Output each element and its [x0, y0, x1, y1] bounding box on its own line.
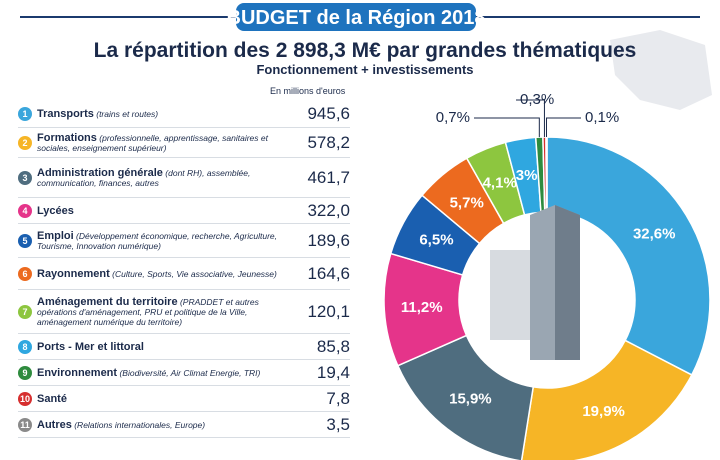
table-row: 11 Autres (Relations internationales, Eur…: [18, 412, 350, 438]
row-amount: 3,5: [326, 414, 350, 434]
row-text: Emploi (Développement économique, recher…: [37, 229, 288, 251]
row-text: Transports (trains et routes): [37, 107, 288, 120]
row-name: Administration générale: [37, 166, 163, 179]
row-amount: 19,4: [316, 362, 350, 382]
row-number: 5: [18, 233, 32, 248]
banner-box: [236, 3, 476, 31]
row-amount: 578,2: [307, 132, 350, 152]
table-row: 1 Transports (trains et routes) 945,6: [18, 100, 350, 128]
row-text: Environnement (Biodiversité, Air Climat …: [37, 366, 288, 379]
row-detail: (Relations internationales, Europe): [74, 419, 206, 430]
row-number: 1: [18, 106, 32, 121]
row-name: Lycées: [37, 204, 74, 217]
row-amount: 461,7: [307, 167, 350, 187]
row-name: Emploi: [37, 229, 74, 242]
table-row: 7 Aménagement du territoire (PRADDET et a…: [18, 290, 350, 334]
slice-label: 0,1%: [585, 109, 619, 126]
row-name: Transports: [37, 107, 94, 120]
row-number: 9: [18, 365, 32, 380]
unit-label: En millions d'euros: [270, 86, 346, 96]
donut: 32,6% 19,9% 15,9% 11,2% 6,5% 5,7% 4,1%3% 0,7% 0,…: [383, 91, 711, 460]
row-number: 3: [18, 170, 32, 185]
row-name: Environnement: [37, 366, 118, 379]
leader-line: [545, 117, 581, 138]
donut-slice: [545, 136, 548, 213]
table-row: 9 Environnement (Biodiversité, Air Climat…: [18, 360, 350, 386]
row-text: Lycées: [37, 204, 288, 217]
row-name: Aménagement du territoire: [37, 295, 178, 308]
table-row: 10 Santé 7,8: [18, 386, 350, 412]
row-detail: (professionnelle, apprentissage, sanitai…: [37, 132, 268, 153]
table-row: 2 Formations (professionnelle, apprentiss…: [18, 128, 350, 158]
row-text: Aménagement du territoire (PRADDET et au…: [37, 295, 288, 327]
row-detail: (Développement économique, recherche, Ag…: [37, 230, 278, 251]
donut-slice: [520, 339, 693, 460]
row-text: Formations (professionnelle, apprentissa…: [37, 131, 288, 153]
row-detail: (Culture, Sports, Vie associative, Jeune…: [112, 268, 277, 279]
slice-label: 19,9%: [582, 403, 625, 420]
table-row: 8 Ports - Mer et littoral 85,8: [18, 334, 350, 360]
slice-label: 5,7%: [450, 195, 484, 212]
row-number: 6: [18, 266, 32, 281]
row-detail: (trains et routes): [96, 108, 159, 119]
table-row: 6 Rayonnement (Culture, Sports, Vie assoc…: [18, 258, 350, 290]
row-number: 8: [18, 339, 32, 354]
slice-label: 0,3%: [520, 91, 554, 108]
donut-slice: [546, 136, 711, 376]
row-text: Santé: [37, 392, 288, 405]
slice-label: 6,5%: [419, 232, 453, 249]
row-number: 7: [18, 304, 32, 319]
row-amount: 120,1: [307, 301, 350, 321]
table-row: 4 Lycées 322,0: [18, 198, 350, 224]
row-text: Ports - Mer et littoral: [37, 340, 288, 353]
row-number: 4: [18, 203, 32, 218]
slice-label: 0,7%: [436, 109, 470, 126]
row-detail: (PRADDET et autres opérations d'aménagem…: [37, 296, 259, 327]
row-detail: (Biodiversité, Air Climat Energie, TRI): [119, 367, 261, 378]
row-detail: (dont RH), assemblée, communication, fin…: [37, 167, 251, 188]
subtitle: Fonctionnement + investissements: [256, 62, 473, 77]
slice-label: 32,6%: [633, 226, 676, 243]
region-map: [610, 30, 712, 110]
row-amount: 322,0: [307, 200, 350, 220]
slice-label: 11,2%: [401, 299, 443, 316]
table-row: 5 Emploi (Développement économique, reche…: [18, 224, 350, 258]
row-number: 10: [18, 391, 32, 406]
slice-label: 4,1%: [483, 175, 517, 192]
title: La répartition des 2 898,3 M€ par grande…: [94, 39, 637, 62]
table-row: 3 Administration générale (dont RH), asse…: [18, 158, 350, 198]
row-text: Rayonnement (Culture, Sports, Vie associ…: [37, 267, 288, 280]
row-number: 2: [18, 135, 32, 150]
leader-line: [516, 99, 545, 138]
legend-table: 1 Transports (trains et routes) 945,6 2 Form…: [18, 100, 350, 438]
row-name: Autres: [37, 418, 72, 431]
row-text: Autres (Relations internationales, Europ…: [37, 418, 288, 431]
banner: BUDGET de la Région 2018: [227, 7, 486, 29]
row-amount: 189,6: [307, 230, 350, 250]
row-amount: 164,6: [307, 263, 350, 283]
row-number: 11: [18, 417, 32, 432]
leader-line: [474, 117, 540, 138]
row-amount: 945,6: [307, 103, 350, 123]
row-name: Rayonnement: [37, 267, 110, 280]
building: [490, 205, 580, 360]
slice-label: 15,9%: [449, 390, 492, 407]
slice-label: 3%: [516, 167, 538, 184]
row-amount: 7,8: [326, 388, 350, 408]
row-name: Formations: [37, 131, 97, 144]
row-text: Administration générale (dont RH), assem…: [37, 166, 288, 188]
row-amount: 85,8: [316, 336, 350, 356]
row-name: Ports - Mer et littoral: [37, 340, 144, 353]
row-name: Santé: [37, 392, 67, 405]
